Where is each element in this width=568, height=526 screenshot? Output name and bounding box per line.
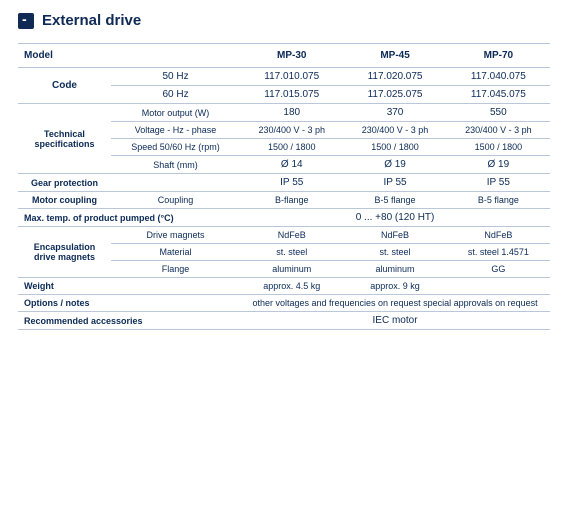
cell: 370 <box>343 104 446 122</box>
cell: st. steel <box>343 244 446 261</box>
table-row: Recommended accessories IEC motor <box>18 312 550 330</box>
col-b: MP-45 <box>343 44 446 68</box>
table-row: Technical specifications Motor output (W… <box>18 104 550 122</box>
col-a: MP-30 <box>240 44 343 68</box>
cell: 1500 / 1800 <box>343 139 446 156</box>
cell: Ø 19 <box>447 156 550 174</box>
cell: other voltages and frequencies on reques… <box>240 295 550 312</box>
cell: 230/400 V - 3 ph <box>240 122 343 139</box>
row-sub: Drive magnets <box>111 227 240 244</box>
minus-box-icon[interactable] <box>18 13 34 29</box>
cell: aluminum <box>240 261 343 278</box>
table-row: Options / notes other voltages and frequ… <box>18 295 550 312</box>
cell: NdFeB <box>240 227 343 244</box>
cell: approx. 9 kg <box>343 278 446 295</box>
row-label: Encapsulation drive magnets <box>18 227 111 278</box>
cell: 117.010.075 <box>240 68 343 86</box>
cell: 1500 / 1800 <box>240 139 343 156</box>
table-row: Weight approx. 4.5 kg approx. 9 kg <box>18 278 550 295</box>
col-c: MP-70 <box>447 44 550 68</box>
table-row: Gear protection IP 55 IP 55 IP 55 <box>18 174 550 192</box>
row-sub: Material <box>111 244 240 261</box>
cell: 117.025.075 <box>343 86 446 104</box>
spec-table: Model MP-30 MP-45 MP-70 Code 50 Hz 117.0… <box>18 43 550 330</box>
cell: 117.015.075 <box>240 86 343 104</box>
row-sub: 50 Hz <box>111 68 240 86</box>
cell: 230/400 V - 3 ph <box>343 122 446 139</box>
table-row: Encapsulation drive magnets Drive magnet… <box>18 227 550 244</box>
cell <box>447 278 550 295</box>
row-label: Max. temp. of product pumped (°C) <box>18 209 240 227</box>
cell: 230/400 V - 3 ph <box>447 122 550 139</box>
table-head-row: Model MP-30 MP-45 MP-70 <box>18 44 550 68</box>
cell: 117.020.075 <box>343 68 446 86</box>
cell: NdFeB <box>447 227 550 244</box>
table-row: Max. temp. of product pumped (°C) 0 ... … <box>18 209 550 227</box>
row-sub: Motor output (W) <box>111 104 240 122</box>
row-label: Recommended accessories <box>18 312 240 330</box>
cell: Ø 14 <box>240 156 343 174</box>
cell: B-5 flange <box>343 192 446 209</box>
cell: approx. 4.5 kg <box>240 278 343 295</box>
cell: IP 55 <box>447 174 550 192</box>
cell: Ø 19 <box>343 156 446 174</box>
row-sub: Shaft (mm) <box>111 156 240 174</box>
row-sub <box>111 174 240 192</box>
cell: st. steel <box>240 244 343 261</box>
cell: B-flange <box>240 192 343 209</box>
row-sub: Speed 50/60 Hz (rpm) <box>111 139 240 156</box>
table-row: Code 50 Hz 117.010.075 117.020.075 117.0… <box>18 68 550 86</box>
row-label: Weight <box>18 278 240 295</box>
col-model: Model <box>18 44 240 68</box>
table-row: Motor coupling Coupling B-flange B-5 fla… <box>18 192 550 209</box>
row-label: Gear protection <box>18 174 111 192</box>
row-sub: 60 Hz <box>111 86 240 104</box>
row-label: Options / notes <box>18 295 240 312</box>
cell: 1500 / 1800 <box>447 139 550 156</box>
cell: aluminum <box>343 261 446 278</box>
cell: IP 55 <box>343 174 446 192</box>
cell: 550 <box>447 104 550 122</box>
row-sub: Coupling <box>111 192 240 209</box>
cell: IP 55 <box>240 174 343 192</box>
row-sub: Voltage - Hz - phase <box>111 122 240 139</box>
cell: 117.045.075 <box>447 86 550 104</box>
cell: 117.040.075 <box>447 68 550 86</box>
cell: IEC motor <box>240 312 550 330</box>
cell: 0 ... +80 (120 HT) <box>240 209 550 227</box>
row-label: Motor coupling <box>18 192 111 209</box>
row-label: Code <box>18 68 111 104</box>
section-title: External drive <box>42 12 141 29</box>
cell: 180 <box>240 104 343 122</box>
cell: GG <box>447 261 550 278</box>
section-header: External drive <box>18 12 550 29</box>
row-label: Technical specifications <box>18 104 111 174</box>
cell: B-5 flange <box>447 192 550 209</box>
cell: NdFeB <box>343 227 446 244</box>
cell: st. steel 1.4571 <box>447 244 550 261</box>
row-sub: Flange <box>111 261 240 278</box>
